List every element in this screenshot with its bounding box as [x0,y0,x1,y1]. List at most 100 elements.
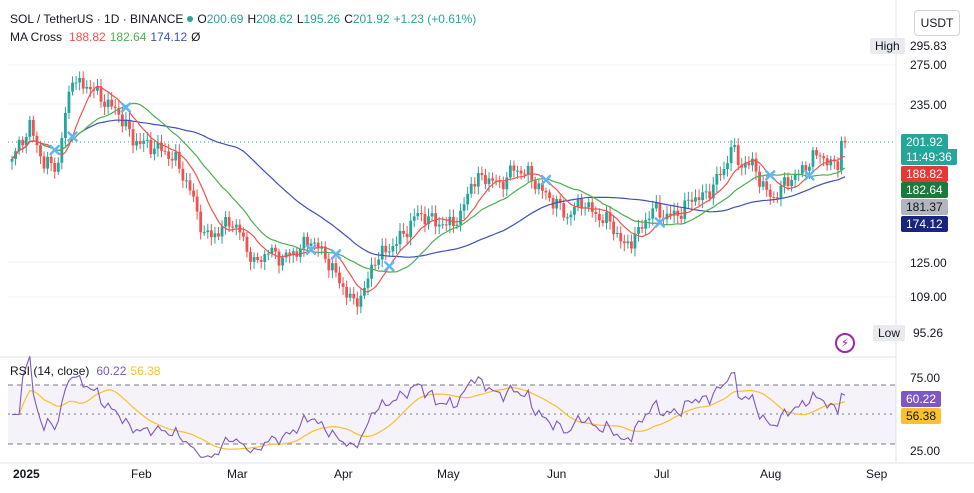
countdown-tag: 11:49:36 [901,149,957,165]
candle-body [78,77,82,83]
candle-body [188,180,192,191]
rsi-legend-name[interactable]: RSI (14, close) [10,364,90,378]
candle-body [768,189,772,197]
candle-body [736,145,740,165]
candle-body [743,162,747,168]
high-label: H [247,12,257,26]
candle-body [320,246,324,249]
candle-body [416,213,420,217]
rsi-tick-75: 75.00 [910,371,941,385]
candle-body [405,233,409,238]
candle-body [167,151,171,159]
candle-body [124,119,128,127]
candle-body [85,86,89,89]
candle-body [338,272,341,284]
candle-body [348,293,352,298]
ma-cross-marker [654,217,666,228]
candle-body [719,174,722,176]
rsi-value-tag: 60.22 [901,391,942,407]
candle-body [249,251,252,262]
candle-body [28,119,32,137]
candle-body [669,213,672,216]
candle-body [67,91,71,113]
candle-body [252,256,256,262]
candle-body [213,233,217,238]
candle-body [775,197,779,199]
candle-body [281,257,284,266]
candle-body [227,217,231,227]
candle-body [316,242,320,249]
candle-body [608,212,612,222]
candle-body [672,210,676,216]
candle-body [758,171,761,187]
candle-body [512,165,516,171]
candle-body [494,180,498,182]
ma-legend-name[interactable]: MA Cross [10,30,63,44]
candle-body [498,181,502,183]
open-value: 200.69 [206,12,244,26]
candle-body [306,236,309,247]
candle-body [387,251,391,253]
candle-body [715,174,719,185]
candle-body [690,199,694,202]
candle-body [88,86,92,90]
candle-body [60,137,64,163]
rsi-ma-line [12,387,846,450]
candle-body [103,101,106,107]
candle-body [708,191,712,199]
candle-body [263,254,267,262]
candle-body [594,211,598,214]
time-label-apr: Apr [334,467,353,481]
candle-body [473,183,477,187]
candle-body [412,216,416,221]
time-label-2025: 2025 [13,467,40,481]
candle-body [231,226,235,228]
candle-body [576,198,580,207]
candle-body [619,232,623,242]
candle-body [751,158,754,166]
candle-body [462,204,466,211]
candle-body [491,178,494,181]
candle-body [156,142,160,149]
rsi-tick-25: 25.00 [910,444,941,458]
ma-slow-tag: 174.12 [901,216,948,232]
candle-body [544,190,548,193]
ma-cross-marker [764,170,776,181]
candle-body [793,173,797,180]
lightning-icon[interactable]: ⚡ [835,333,855,353]
time-label-mar: Mar [227,467,248,481]
cross-markers [49,102,815,272]
candle-body [46,156,49,169]
candle-body [195,196,199,212]
candle-body [181,168,185,181]
rsi-ma-tag: 56.38 [901,408,942,424]
low-value: 195.26 [303,12,341,26]
candle-body [508,165,512,178]
symbol-name[interactable]: SOL / TetherUS · 1D · BINANCE [10,12,184,26]
candle-body [135,140,138,146]
candle-body [341,283,345,287]
candle-body [152,148,156,155]
candle-body [234,224,238,228]
candle-body [548,192,551,198]
candle-body [790,179,794,187]
ma-cross-marker [540,174,552,186]
candle-body [174,151,178,161]
candle-body [398,230,402,245]
candle-body [686,199,690,201]
candle-body [761,181,765,187]
candle-body [711,184,715,199]
candle-body [259,260,263,262]
candle-body [501,182,505,190]
currency-button[interactable]: USDT [914,10,960,36]
candle-body [644,220,648,229]
time-label-sep: Sep [866,467,888,481]
candle-body [256,256,260,260]
candle-body [131,129,135,146]
candle-body [822,156,826,159]
candle-body [615,232,619,235]
candle-body [245,236,249,252]
candle-body [402,230,405,234]
